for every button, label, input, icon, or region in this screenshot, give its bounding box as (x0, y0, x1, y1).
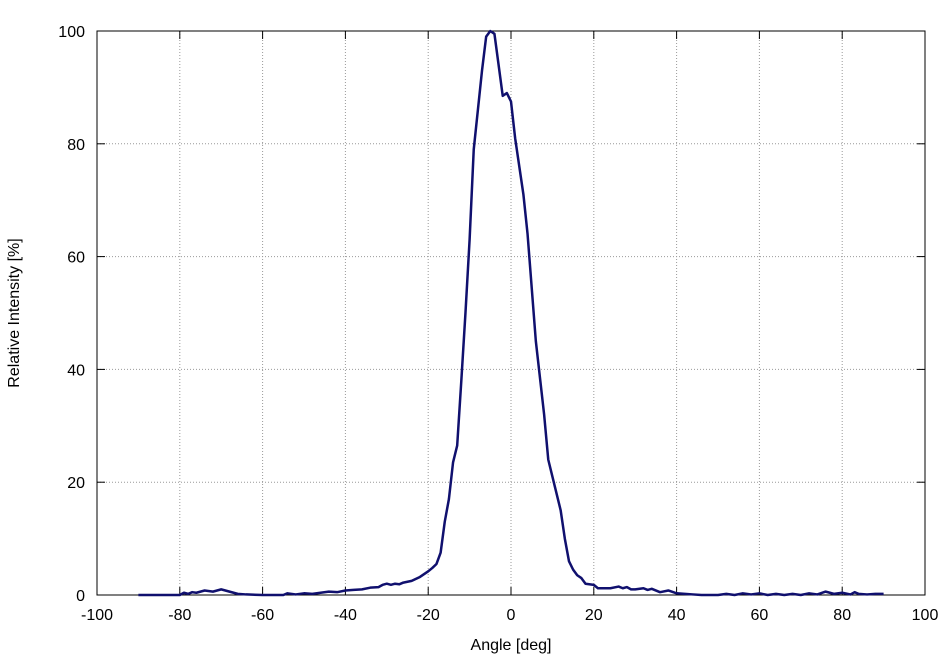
x-tick-label: -80 (168, 607, 191, 624)
x-tick-label: 20 (585, 607, 603, 624)
y-tick-label: 80 (67, 137, 85, 154)
y-tick-label: 60 (67, 250, 85, 267)
x-tick-label: 100 (912, 607, 939, 624)
y-tick-label: 40 (67, 362, 85, 379)
x-tick-label: -60 (251, 607, 274, 624)
y-axis-label: Relative Intensity [%] (6, 238, 23, 387)
x-tick-label: 0 (507, 607, 516, 624)
y-tick-label: 100 (58, 24, 85, 41)
x-axis-label: Angle [deg] (471, 637, 552, 654)
x-tick-label: 80 (833, 607, 851, 624)
y-tick-label: 0 (76, 588, 85, 605)
x-tick-label: -100 (81, 607, 113, 624)
x-tick-label: -20 (417, 607, 440, 624)
x-tick-label: 40 (668, 607, 686, 624)
plot-border (96, 30, 926, 596)
x-tick-label: -40 (334, 607, 357, 624)
data-line (138, 29, 884, 597)
y-tick-label: 20 (67, 475, 85, 492)
x-tick-label: 60 (751, 607, 769, 624)
